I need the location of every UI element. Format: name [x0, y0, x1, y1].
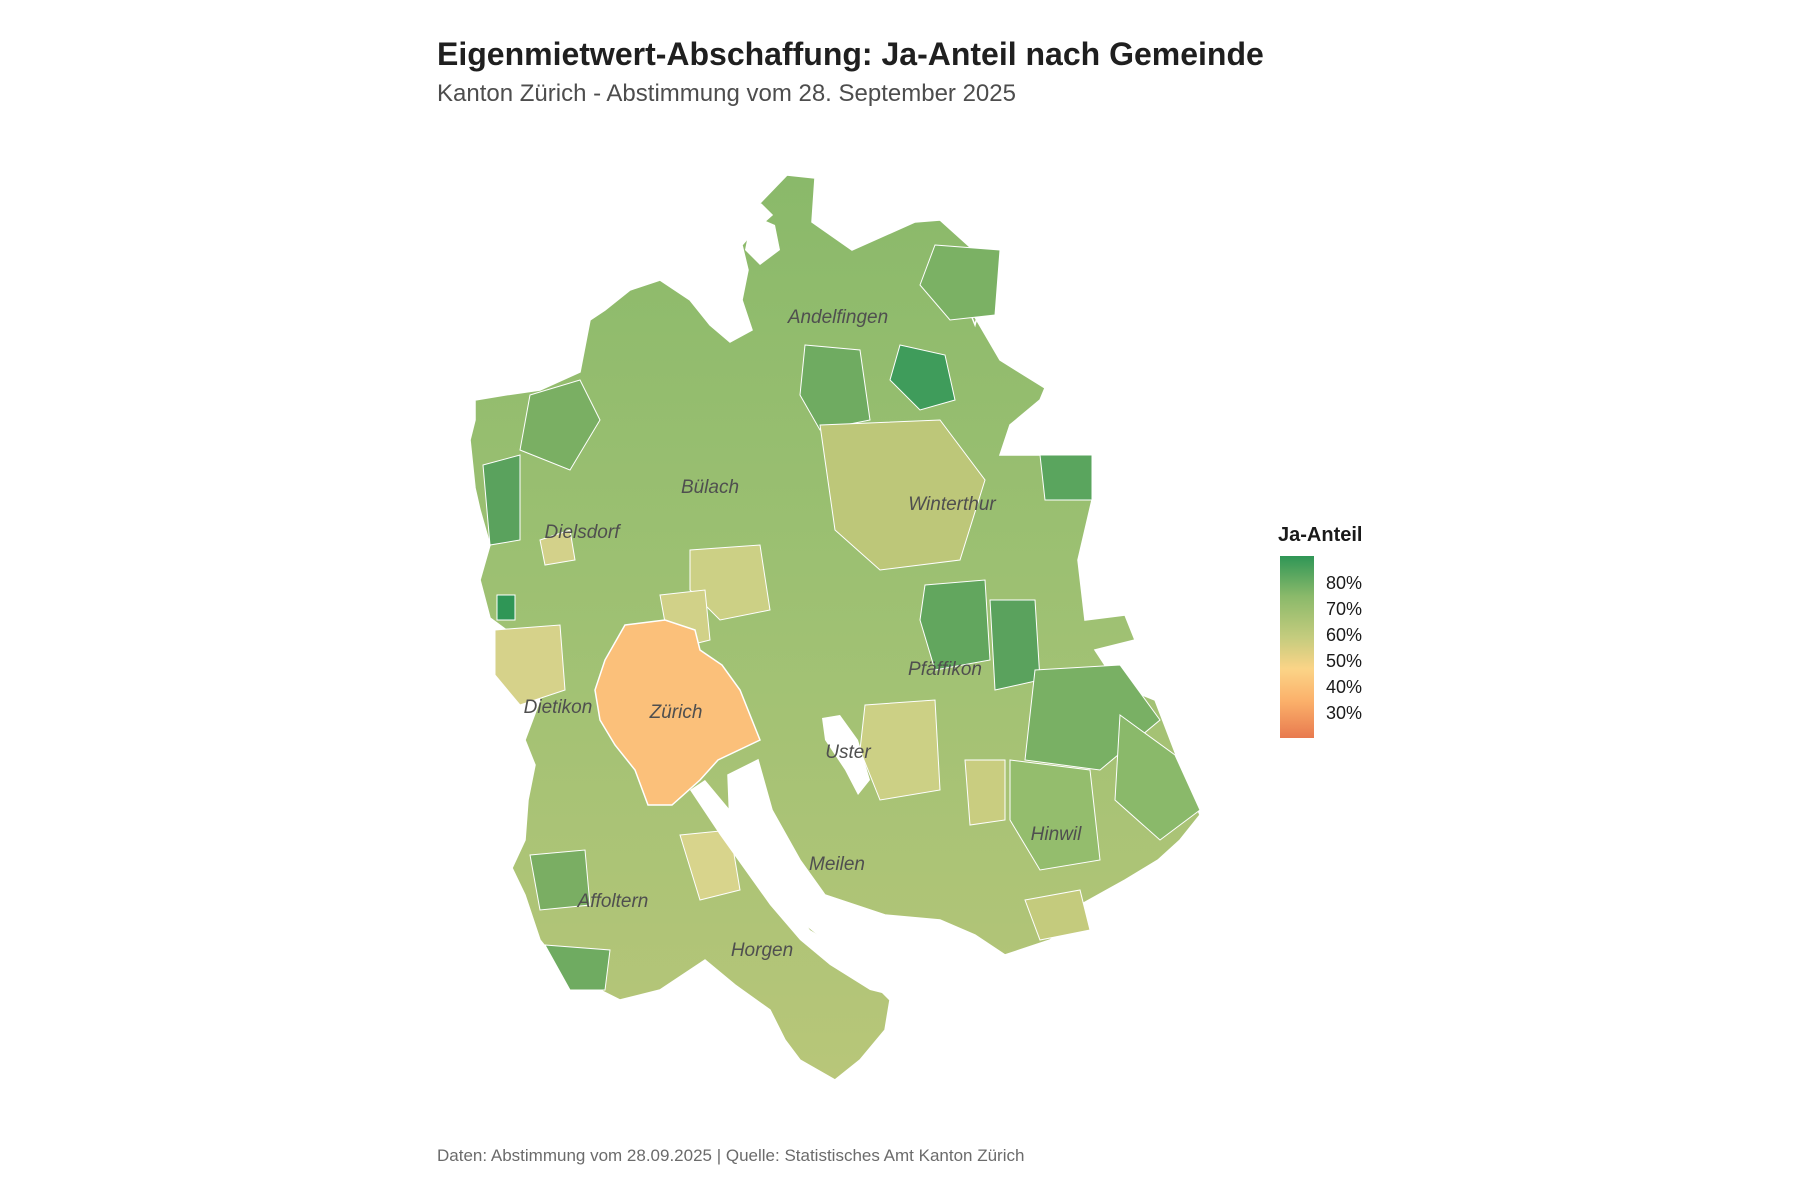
- region-horgen-light: [679, 829, 741, 901]
- region-pfaeffikon-east: [989, 599, 1041, 691]
- legend-tick-60: 60%: [1326, 625, 1363, 645]
- district-label-meilen: Meilen: [809, 854, 865, 875]
- district-label-hinwil: Hinwil: [1031, 824, 1082, 845]
- legend-tick-30: 30%: [1326, 703, 1363, 723]
- region-hinwil-east: [1114, 714, 1201, 841]
- legend-tick-50: 50%: [1326, 651, 1363, 671]
- region-affoltern-west: [529, 849, 591, 911]
- legend-tick-40: 40%: [1326, 677, 1363, 697]
- region-west-green: [496, 594, 516, 621]
- legend-tick-70: 70%: [1326, 599, 1363, 619]
- region-north-east-2: [919, 244, 1001, 321]
- map-title: Eigenmietwert-Abschaffung: Ja-Anteil nac…: [437, 36, 1264, 72]
- district-label-buelach: Bülach: [681, 477, 739, 498]
- legend-tick-80: 80%: [1326, 573, 1363, 593]
- region-south-east-light: [1024, 889, 1091, 941]
- region-dielsdorf-west: [482, 454, 521, 546]
- region-dietikon-light: [494, 624, 566, 706]
- legend-colorbar: [1280, 556, 1314, 738]
- district-label-dietikon: Dietikon: [524, 697, 593, 718]
- data-source-caption: Daten: Abstimmung vom 28.09.2025 | Quell…: [437, 1146, 1025, 1165]
- district-label-zuerich: Zürich: [649, 702, 703, 723]
- region-hinwil-center: [1009, 759, 1101, 871]
- region-affoltern-south: [544, 944, 611, 991]
- lake-zurich: [690, 780, 890, 995]
- district-label-uster: Uster: [825, 742, 871, 763]
- region-zuerich-city: [594, 619, 761, 806]
- district-label-dielsdorf: Dielsdorf: [545, 522, 622, 543]
- district-label-winterthur: Winterthur: [908, 494, 996, 515]
- rhine-north: [745, 215, 780, 265]
- district-label-affoltern: Affoltern: [577, 891, 649, 912]
- map-subtitle: Kanton Zürich - Abstimmung vom 28. Septe…: [437, 80, 1016, 107]
- region-east-top: [1039, 454, 1093, 501]
- district-label-horgen: Horgen: [731, 940, 793, 961]
- region-andelfingen-east: [889, 344, 956, 411]
- lake-greifensee: [822, 715, 870, 795]
- region-uster-light: [859, 699, 941, 801]
- region-dielsdorf-center: [539, 529, 576, 566]
- region-winterthur-city: [819, 419, 986, 571]
- district-label-pfaeffikon: Pfäffikon: [908, 659, 982, 680]
- region-pfaeffikon-west: [919, 579, 991, 671]
- region-bassersdorf: [689, 544, 771, 621]
- region-greifensee-light: [964, 759, 1006, 826]
- legend-title: Ja-Anteil: [1278, 524, 1363, 546]
- region-northwest: [519, 379, 601, 471]
- district-label-andelfingen: Andelfingen: [787, 307, 888, 328]
